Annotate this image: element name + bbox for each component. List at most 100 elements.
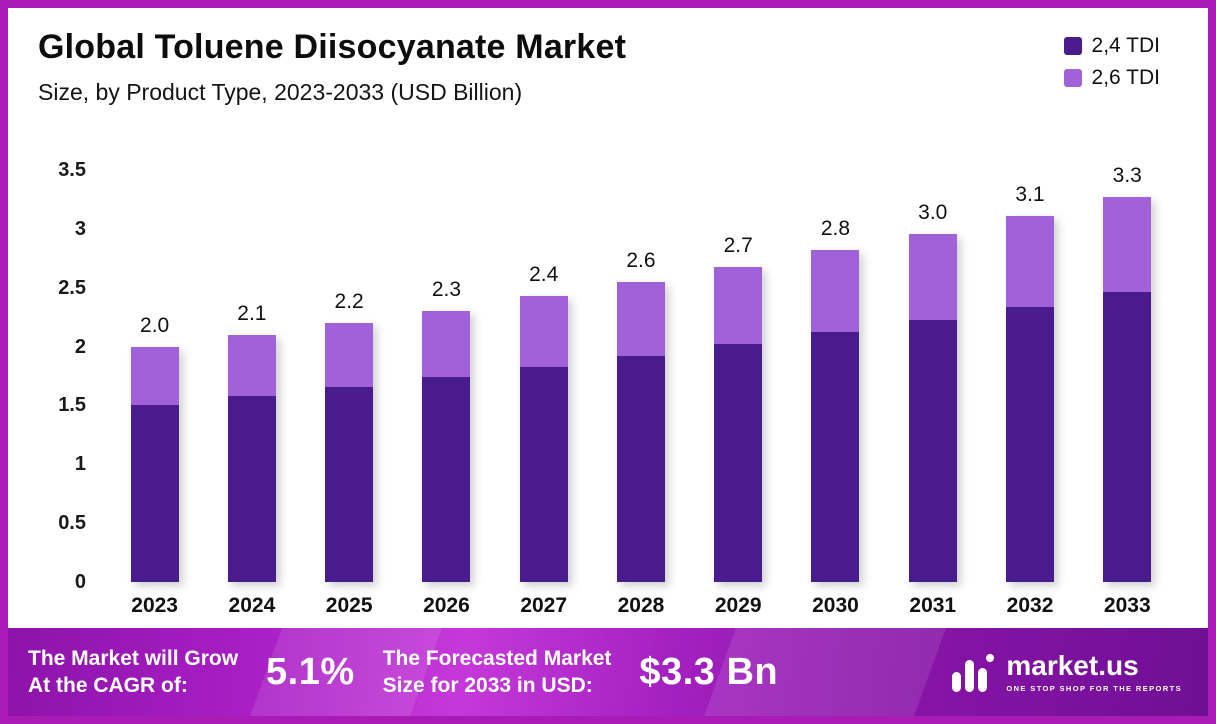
- bar-total-label: 3.1: [1015, 182, 1045, 206]
- bar-segment-26tdi: [227, 334, 276, 397]
- stacked-bar: [908, 233, 957, 582]
- legend-swatch-24tdi-icon: [1063, 37, 1082, 55]
- bar-total-label: 2.4: [529, 262, 559, 286]
- y-axis-tick-label: 3.5: [58, 159, 86, 181]
- bar-segment-24tdi: [811, 332, 860, 582]
- stacked-bar: [1006, 215, 1055, 582]
- forecast-value: $3.3 Bn: [639, 650, 779, 693]
- bar-column: 2.2: [306, 170, 392, 582]
- x-axis-label: 2032: [1006, 594, 1054, 617]
- bar-column: 2.1: [209, 170, 295, 582]
- brand-text: market.us ONE STOP SHOP FOR THE REPORTS: [1006, 649, 1182, 693]
- bar-segment-24tdi: [714, 344, 763, 582]
- chart-legend: 2,4 TDI 2,6 TDI: [1063, 34, 1160, 90]
- bar-column: 3.0: [890, 170, 976, 582]
- forecast-label: The Forecasted Market Size for 2033 in U…: [383, 645, 612, 700]
- bar-segment-26tdi: [616, 281, 665, 356]
- forecast-label-line2: Size for 2033 in USD:: [382, 674, 593, 697]
- x-axis: 2023 2024 2025 2026 2027 2028 2029 2030 2031 2032…: [106, 594, 1176, 628]
- cagr-label-line2: At the CAGR of:: [28, 674, 188, 697]
- y-axis-tick-label: 3: [74, 217, 86, 240]
- legend-item-24tdi: 2,4 TDI: [1063, 34, 1160, 58]
- bar-total-label: 2.1: [237, 301, 267, 325]
- stacked-bar: [519, 295, 568, 582]
- y-axis-tick-label: 1.5: [58, 394, 86, 417]
- bar-segment-26tdi: [908, 233, 957, 320]
- bar-segment-26tdi: [519, 295, 568, 367]
- cagr-value: 5.1%: [266, 650, 355, 693]
- bar-segment-26tdi: [130, 346, 179, 406]
- legend-swatch-26tdi-icon: [1063, 69, 1082, 87]
- bar-segment-24tdi: [227, 396, 276, 582]
- x-axis-label: 2033: [1103, 594, 1151, 617]
- bar-column: 2.6: [598, 170, 684, 582]
- bar-total-label: 2.6: [626, 248, 656, 272]
- x-axis-label: 2026: [423, 594, 470, 617]
- x-axis-label: 2029: [714, 594, 762, 617]
- y-axis-tick-label: 0.5: [58, 512, 86, 535]
- bar-segment-24tdi: [1103, 292, 1152, 582]
- y-axis-tick-label: 0: [74, 571, 86, 593]
- bar-column: 2.7: [695, 170, 781, 582]
- bar-column: 3.3: [1084, 164, 1170, 582]
- x-axis-label: 2025: [325, 594, 373, 617]
- bar-segment-26tdi: [422, 311, 471, 378]
- legend-label-26tdi: 2,6 TDI: [1091, 66, 1160, 89]
- stacked-bar: [1103, 197, 1152, 582]
- y-axis: 0 0.5 1 1.5 2 2.5 3 3.5: [34, 159, 86, 593]
- y-axis-tick-label: 1: [74, 453, 86, 476]
- x-axis-label: 2030: [812, 594, 859, 617]
- bar-segment-24tdi: [616, 356, 665, 582]
- stacked-bar: [811, 250, 860, 582]
- bar-segment-24tdi: [422, 377, 471, 582]
- bar-segment-24tdi: [519, 366, 568, 582]
- cagr-label: The Market will Grow At the CAGR of:: [28, 645, 238, 700]
- bar-segment-26tdi: [1103, 197, 1152, 293]
- stacked-bar: [616, 281, 665, 582]
- header: Global Toluene Diisocyanate Market Size,…: [8, 8, 1208, 106]
- bar-total-label: 3.3: [1112, 164, 1142, 188]
- brand-name: market.us: [1006, 649, 1139, 681]
- bar-column: 3.1: [987, 170, 1073, 582]
- y-axis-tick-label: 2.5: [58, 276, 86, 299]
- stacked-bar: [227, 334, 276, 582]
- bar-segment-26tdi: [714, 266, 763, 345]
- stacked-bar: [422, 311, 471, 582]
- bar-total-label: 2.0: [140, 313, 170, 337]
- bar-total-label: 2.7: [723, 233, 753, 257]
- bar-segment-26tdi: [325, 323, 374, 387]
- bar-column: 2.8: [792, 170, 878, 582]
- x-axis-label: 2024: [228, 594, 276, 617]
- bar-total-label: 2.8: [820, 217, 851, 241]
- bar-column: 2.4: [501, 170, 587, 582]
- bar-segment-26tdi: [1006, 215, 1055, 307]
- stacked-bar: [130, 346, 179, 582]
- x-axis-label: 2027: [520, 594, 568, 617]
- brand-tagline: ONE STOP SHOP FOR THE REPORTS: [1006, 683, 1182, 693]
- bar-segment-26tdi: [811, 250, 860, 333]
- cagr-label-line1: The Market will Grow: [28, 646, 239, 670]
- plot-area: 2.0 2.1 2.2 2.3 2.4 2.6 2.7 2.8 3.0 3.1 3.3: [106, 164, 1176, 582]
- chart-subtitle: Size, by Product Type, 2023-2033 (USD Bi…: [38, 79, 523, 105]
- page-title: Global Toluene Diisocyanate Market: [38, 28, 627, 66]
- bar-column: 2.3: [403, 170, 489, 582]
- footer-banner: The Market will Grow At the CAGR of: 5.1…: [8, 628, 1208, 716]
- marketus-logo-icon: [948, 648, 996, 696]
- x-axis-label: 2028: [617, 594, 665, 617]
- brand: market.us ONE STOP SHOP FOR THE REPORTS: [948, 648, 1182, 696]
- stacked-bar: [325, 323, 374, 582]
- bar-segment-24tdi: [1006, 306, 1055, 582]
- y-axis-tick-label: 2: [74, 335, 86, 358]
- bar-segment-24tdi: [130, 405, 179, 582]
- legend-label-24tdi: 2,4 TDI: [1091, 34, 1160, 57]
- bar-total-label: 2.3: [431, 278, 462, 302]
- bar-segment-24tdi: [325, 386, 374, 582]
- bar-chart: 0 0.5 1 1.5 2 2.5 3 3.5 2.0 2.1 2.2 2.3 2.4 2.6 2.7 2.…: [34, 106, 1180, 628]
- x-axis-label: 2023: [131, 594, 178, 617]
- bar-total-label: 3.0: [918, 200, 948, 224]
- stacked-bar: [714, 266, 763, 582]
- bar-total-label: 2.2: [334, 290, 364, 314]
- legend-item-26tdi: 2,6 TDI: [1063, 66, 1160, 90]
- bar-column: 2.0: [112, 170, 198, 582]
